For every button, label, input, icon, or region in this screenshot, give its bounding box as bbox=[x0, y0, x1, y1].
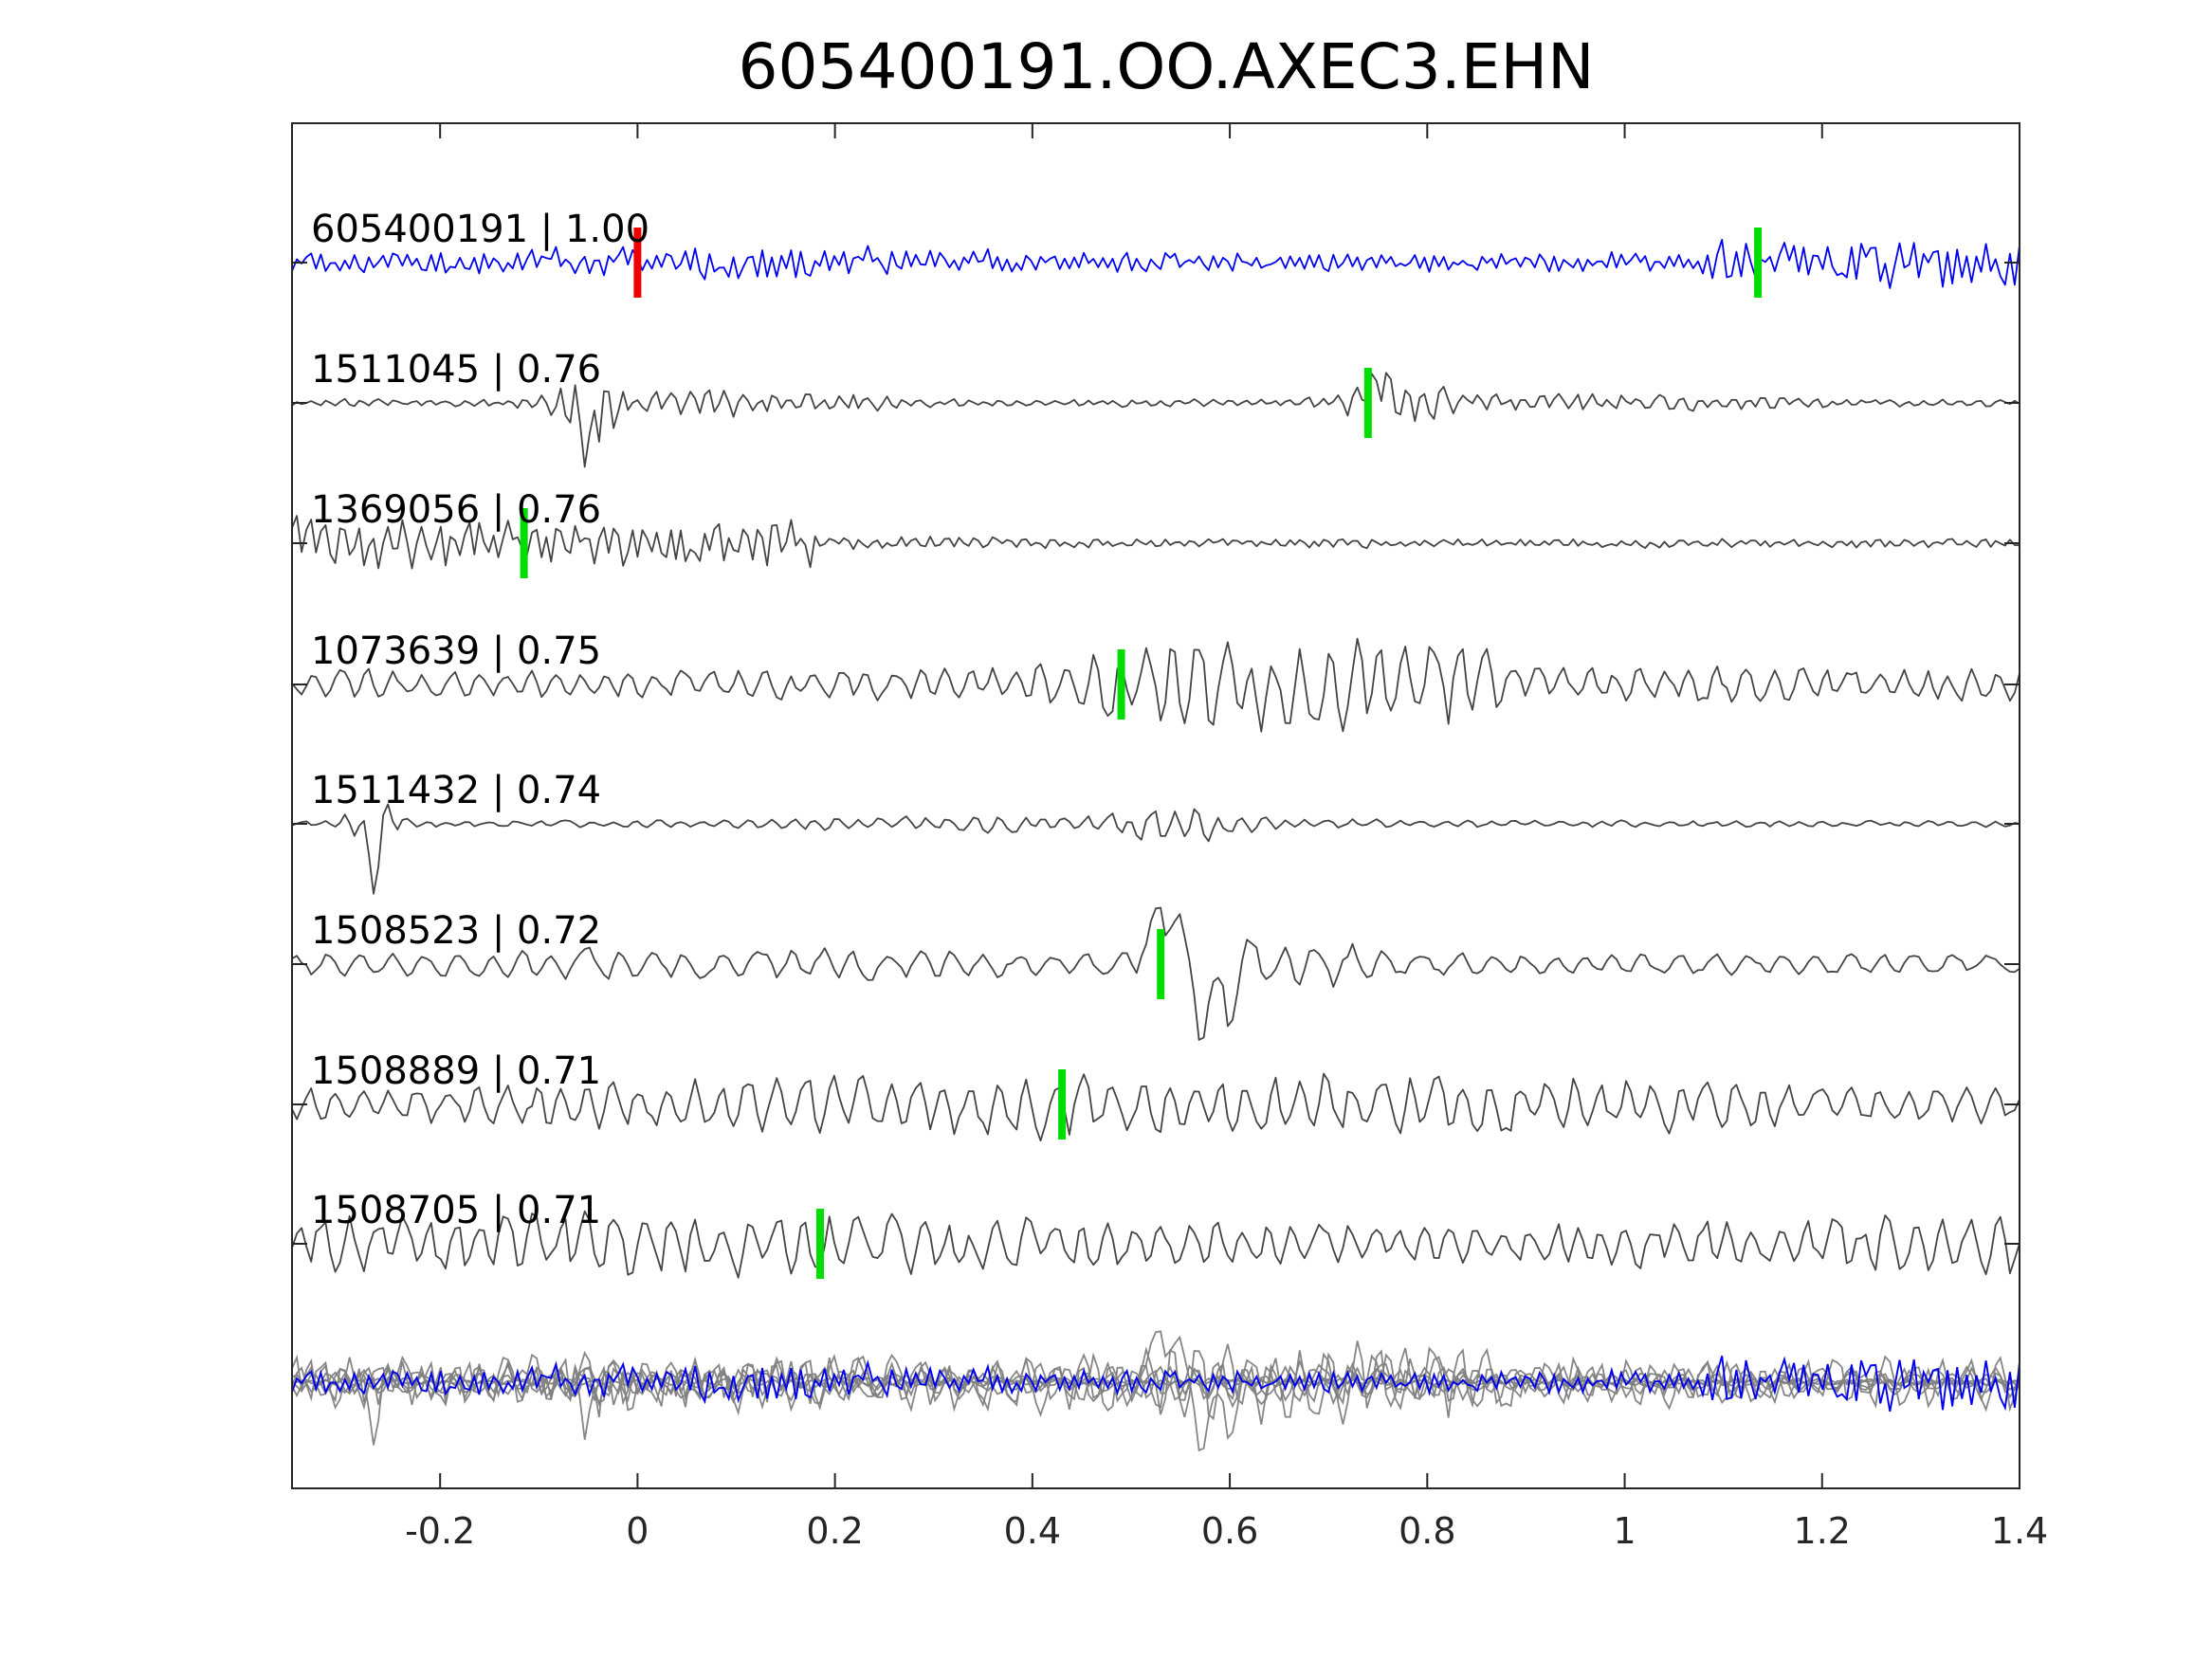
trace-label-1073639: 1073639 | 0.75 bbox=[311, 629, 601, 673]
trace-label-1508705: 1508705 | 0.71 bbox=[311, 1189, 601, 1232]
trace-label-1511432: 1511432 | 0.74 bbox=[311, 769, 601, 812]
plot-area: 605400191 | 1.00 1511045 | 0.76 1369056 | … bbox=[291, 208, 2020, 1452]
trace-label-1369056: 1369056 | 0.76 bbox=[311, 488, 601, 532]
pick-marker-1508705 bbox=[816, 1209, 825, 1279]
trace-line-1508889 bbox=[291, 1072, 2020, 1142]
x-tick-label: 0.2 bbox=[806, 1510, 863, 1552]
x-tick-label: 0.4 bbox=[1004, 1510, 1061, 1552]
trace-label-605400191: 605400191 | 1.00 bbox=[311, 208, 649, 251]
chart-title: 605400191.OO.AXEC3.EHN bbox=[739, 30, 1595, 103]
x-tick-label: 0.8 bbox=[1398, 1510, 1455, 1552]
trace-line-1508523 bbox=[291, 906, 2020, 1041]
trace-label-1508889: 1508889 | 0.71 bbox=[311, 1049, 601, 1093]
reference-pick-marker bbox=[633, 228, 642, 298]
trace-line-1511432 bbox=[291, 803, 2020, 895]
x-tick-label: 1.4 bbox=[1991, 1510, 2048, 1552]
overlay-trace-1508889 bbox=[291, 1352, 2020, 1418]
overlay-trace-605400191 bbox=[291, 1356, 2020, 1413]
trace-line-605400191 bbox=[291, 239, 2020, 289]
trace-line-1073639 bbox=[291, 637, 2020, 733]
x-tick-label: 0.6 bbox=[1201, 1510, 1258, 1552]
pick-marker-1369056 bbox=[520, 508, 528, 578]
pick-marker-1508889 bbox=[1058, 1069, 1067, 1139]
pick-marker-1073639 bbox=[1117, 649, 1125, 720]
trace-label-1508523: 1508523 | 0.72 bbox=[311, 909, 601, 953]
pick-marker-605400191 bbox=[1754, 228, 1763, 298]
trace-line-1369056 bbox=[291, 515, 2020, 570]
x-tick-label: 0 bbox=[626, 1510, 649, 1552]
x-tick-label: -0.2 bbox=[405, 1510, 475, 1552]
x-tick-label: 1 bbox=[1613, 1510, 1636, 1552]
overlay-trace-1508705 bbox=[291, 1350, 2020, 1416]
pick-marker-1508523 bbox=[1157, 929, 1165, 999]
trace-line-1511045 bbox=[291, 372, 2020, 468]
pick-marker-1511045 bbox=[1363, 368, 1372, 438]
axes-frame bbox=[291, 122, 2020, 1489]
trace-line-1508705 bbox=[291, 1210, 2020, 1279]
axes: -0.2 0 0.2 0.4 0.6 0.8 1 1.2 1.4 bbox=[291, 122, 2048, 1552]
x-tick-label: 1.2 bbox=[1794, 1510, 1851, 1552]
trace-label-1511045: 1511045 | 0.76 bbox=[311, 348, 601, 392]
